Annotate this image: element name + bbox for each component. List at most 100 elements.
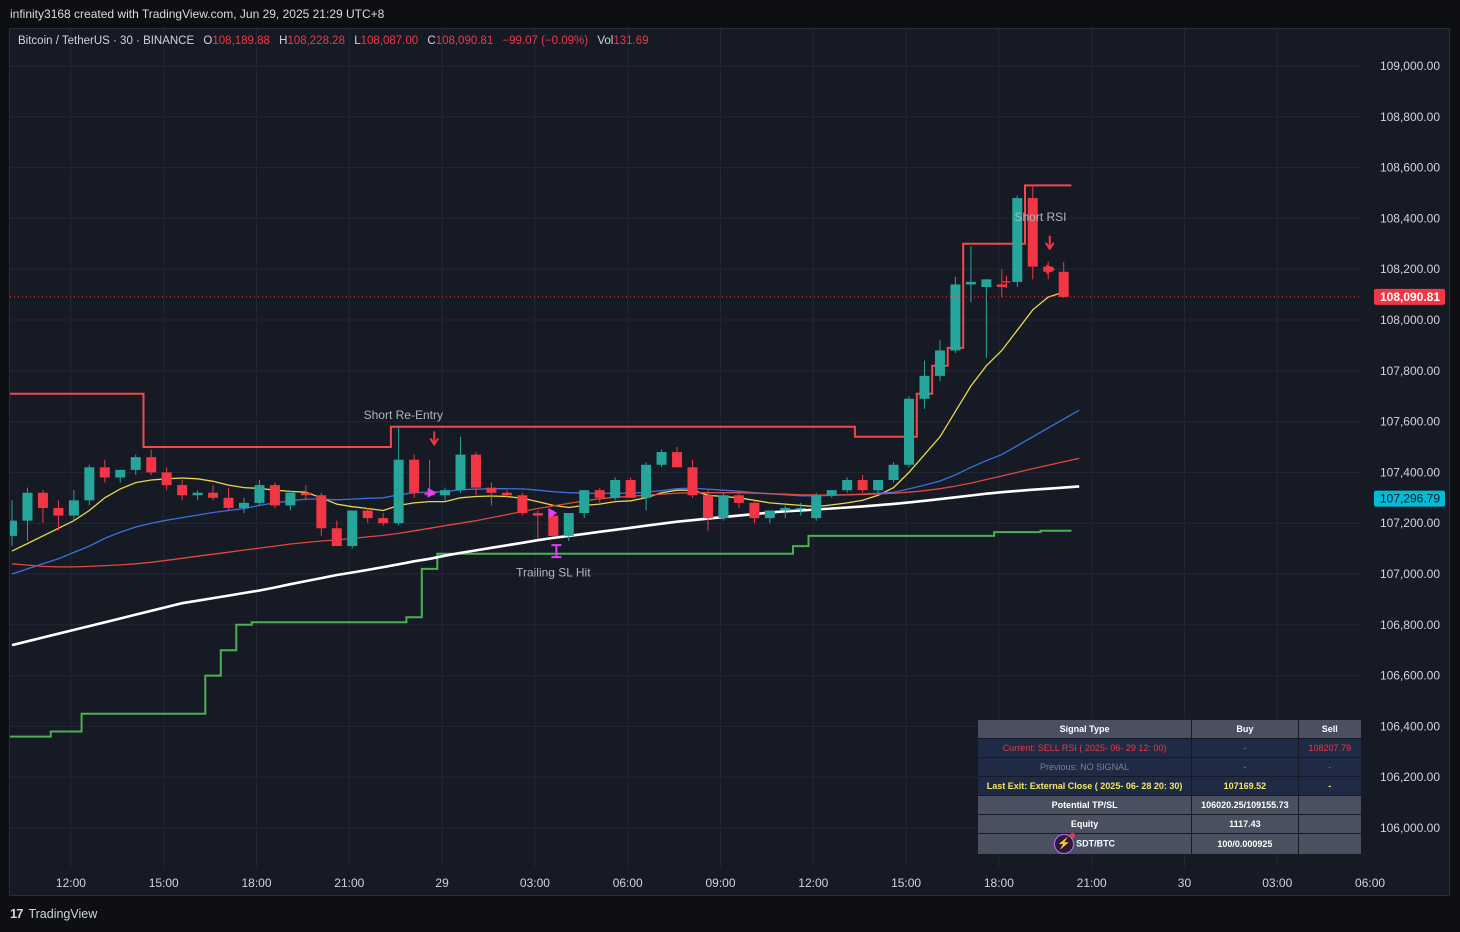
x-tick-label: 18:00 bbox=[984, 876, 1014, 890]
candle-body bbox=[37, 492, 48, 508]
candle-body bbox=[22, 492, 33, 521]
sell-arrow-icon bbox=[429, 431, 440, 447]
low-label: L bbox=[354, 35, 361, 47]
last-exit-sell: - bbox=[1297, 776, 1363, 796]
candle-body bbox=[919, 375, 930, 399]
candle bbox=[1012, 195, 1023, 287]
candle-body bbox=[285, 492, 296, 506]
candle-body bbox=[826, 490, 837, 496]
candle bbox=[594, 487, 605, 503]
signal-table: Signal Type Buy Sell Current: SELL RSI (… bbox=[976, 719, 1363, 855]
candle-body bbox=[610, 480, 621, 498]
candle-body bbox=[177, 485, 188, 496]
candle-body bbox=[362, 510, 373, 519]
candle-body bbox=[780, 507, 791, 511]
tp-sl-value: 106020.25/109155.73 bbox=[1191, 795, 1299, 815]
candle-body bbox=[115, 469, 126, 478]
candle-body bbox=[981, 279, 992, 287]
candle bbox=[440, 487, 451, 501]
candle-body bbox=[888, 464, 899, 481]
low-value: 108,087.00 bbox=[360, 35, 419, 47]
flag-marker-icon bbox=[548, 508, 558, 519]
y-tick-label: 106,800.00 bbox=[1380, 618, 1440, 632]
candle-body bbox=[99, 467, 110, 478]
tp-sl-label: Potential TP/SL bbox=[976, 795, 1193, 815]
candle-body bbox=[1027, 198, 1038, 267]
signal-annotation: Short Re-Entry bbox=[364, 408, 443, 422]
candle bbox=[1027, 185, 1038, 280]
open-label: O bbox=[203, 35, 213, 47]
x-tick-label: 06:00 bbox=[1355, 876, 1385, 890]
candle-body bbox=[269, 485, 280, 506]
candle bbox=[362, 507, 373, 524]
candle bbox=[873, 480, 884, 493]
signal-row-current: Current: SELL RSI ( 2025- 06- 29 12: 00)… bbox=[976, 738, 1363, 758]
candle-body bbox=[238, 502, 249, 508]
lightning-icon[interactable]: ⚡ bbox=[1054, 833, 1076, 854]
candle bbox=[579, 490, 590, 519]
candle-body bbox=[68, 500, 79, 516]
tradingview-footer[interactable]: 17 TradingView bbox=[10, 906, 97, 921]
candle-body bbox=[594, 490, 605, 498]
tradingview-logo-icon: 17 bbox=[10, 906, 24, 921]
candle bbox=[656, 449, 667, 468]
candle bbox=[563, 513, 574, 541]
signal-annotation: Trailing SL Hit bbox=[516, 566, 591, 580]
candle-body bbox=[347, 510, 358, 547]
symbol-name[interactable]: Bitcoin / TetherUS · 30 · BINANCE bbox=[18, 35, 195, 47]
open-value: 108,189.88 bbox=[212, 35, 270, 47]
candle-body bbox=[1012, 198, 1023, 282]
candle bbox=[811, 492, 822, 521]
candle bbox=[517, 492, 528, 516]
candle-body bbox=[192, 492, 203, 496]
candle bbox=[842, 477, 853, 493]
pair-label-cell: ⚡ SDT/BTC bbox=[976, 833, 1193, 855]
x-tick-label: 12:00 bbox=[56, 876, 86, 890]
candle-body bbox=[811, 495, 822, 519]
previous-signal-label: Previous: NO SIGNAL bbox=[976, 757, 1193, 777]
candle-body bbox=[130, 457, 141, 470]
equity-value: 1117.43 bbox=[1191, 814, 1299, 834]
candle bbox=[625, 477, 636, 498]
signal-row-equity: Equity 1117.43 bbox=[976, 814, 1363, 834]
close-label: C bbox=[427, 35, 436, 47]
tradingview-brand: TradingView bbox=[28, 906, 98, 921]
candle bbox=[331, 520, 342, 547]
candle bbox=[22, 487, 33, 541]
candle bbox=[115, 469, 126, 483]
y-tick-label: 108,000.00 bbox=[1380, 313, 1440, 327]
candle bbox=[37, 490, 48, 524]
candle-body bbox=[440, 490, 451, 496]
pair-empty bbox=[1297, 833, 1363, 855]
header-buy: Buy bbox=[1191, 719, 1299, 739]
y-tick-label: 106,400.00 bbox=[1380, 719, 1440, 733]
pair-value: 100/0.000925 bbox=[1191, 833, 1299, 855]
candle bbox=[672, 447, 683, 468]
candle bbox=[996, 269, 1007, 298]
signal-row-last-exit: Last Exit: External Close ( 2025- 06- 28… bbox=[976, 776, 1363, 796]
candle-body bbox=[625, 480, 636, 498]
candle-body bbox=[254, 485, 265, 503]
candle bbox=[269, 482, 280, 508]
candle bbox=[1058, 262, 1069, 298]
candle bbox=[965, 246, 976, 303]
x-tick-label: 29 bbox=[435, 876, 449, 890]
candle bbox=[904, 396, 915, 468]
candle bbox=[223, 487, 234, 511]
candle-body bbox=[517, 495, 528, 514]
signal-annotation: Short RSI bbox=[1014, 210, 1066, 224]
candle bbox=[130, 454, 141, 475]
y-tick-label: 107,800.00 bbox=[1380, 364, 1440, 378]
notification-dot bbox=[1070, 833, 1076, 838]
moving-average-ema_fast bbox=[11, 291, 1064, 552]
candle bbox=[470, 452, 481, 496]
last-price-tag bbox=[1374, 288, 1445, 305]
y-tick-label: 106,200.00 bbox=[1380, 770, 1440, 784]
x-tick-label: 21:00 bbox=[1077, 876, 1107, 890]
candle bbox=[826, 490, 837, 498]
candle-body bbox=[965, 281, 976, 285]
candle-body bbox=[331, 528, 342, 547]
candle bbox=[795, 502, 806, 516]
candle bbox=[177, 480, 188, 501]
